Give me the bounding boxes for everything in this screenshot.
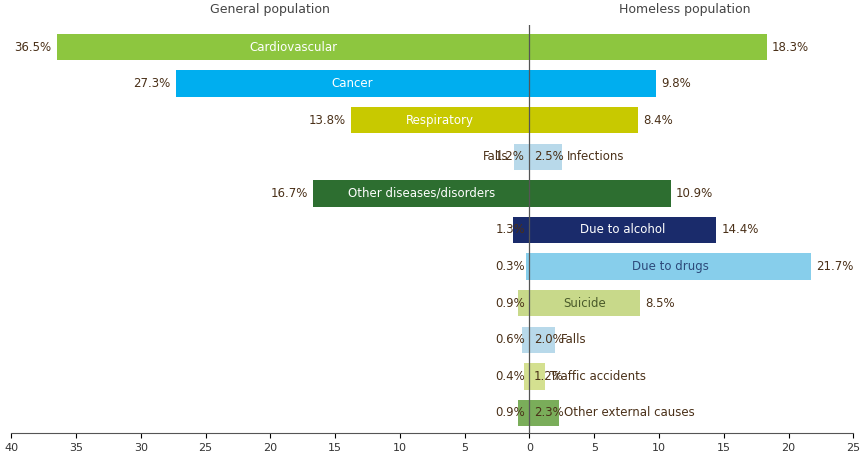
Text: 8.5%: 8.5% — [644, 297, 675, 310]
Text: Suicide: Suicide — [563, 297, 606, 310]
Bar — [518, 400, 529, 426]
Text: 1.2%: 1.2% — [534, 370, 564, 383]
Bar — [529, 327, 555, 353]
Text: 0.3%: 0.3% — [496, 260, 525, 273]
Text: General population: General population — [210, 3, 330, 16]
Text: 10.9%: 10.9% — [676, 187, 713, 200]
Text: Falls: Falls — [484, 150, 509, 163]
Text: Falls: Falls — [561, 333, 586, 346]
Bar — [529, 217, 716, 243]
Text: 2.5%: 2.5% — [534, 150, 564, 163]
Text: 0.9%: 0.9% — [495, 406, 525, 420]
Text: 13.8%: 13.8% — [308, 114, 345, 127]
Bar — [529, 254, 811, 280]
Bar — [529, 363, 545, 389]
Bar — [529, 143, 562, 170]
Bar — [524, 363, 529, 389]
Text: 0.6%: 0.6% — [495, 333, 525, 346]
Bar — [513, 217, 529, 243]
Text: 16.7%: 16.7% — [271, 187, 308, 200]
Text: Cardiovascular: Cardiovascular — [249, 41, 337, 53]
Bar — [56, 34, 529, 60]
Text: Due to drugs: Due to drugs — [631, 260, 708, 273]
Text: 14.4%: 14.4% — [721, 223, 759, 237]
Bar — [529, 400, 560, 426]
Text: Respiratory: Respiratory — [406, 114, 474, 127]
Text: 36.5%: 36.5% — [14, 41, 51, 53]
Bar — [518, 290, 529, 316]
Bar — [529, 107, 638, 133]
Text: Other diseases/disorders: Other diseases/disorders — [348, 187, 495, 200]
Bar — [176, 70, 529, 97]
Bar — [529, 34, 766, 60]
Text: 1.3%: 1.3% — [495, 223, 525, 237]
Text: 9.8%: 9.8% — [662, 77, 691, 90]
Bar — [529, 180, 670, 207]
Bar — [313, 180, 529, 207]
Text: 21.7%: 21.7% — [816, 260, 853, 273]
Text: Other external causes: Other external causes — [565, 406, 695, 420]
Bar — [526, 254, 529, 280]
Text: 18.3%: 18.3% — [772, 41, 809, 53]
Text: 1.2%: 1.2% — [495, 150, 525, 163]
Bar — [522, 327, 529, 353]
Text: Infections: Infections — [567, 150, 625, 163]
Text: 2.0%: 2.0% — [534, 333, 564, 346]
Bar — [529, 70, 657, 97]
Text: 8.4%: 8.4% — [644, 114, 673, 127]
Text: Homeless population: Homeless population — [619, 3, 751, 16]
Bar — [350, 107, 529, 133]
Text: 27.3%: 27.3% — [133, 77, 170, 90]
Text: 0.4%: 0.4% — [495, 370, 525, 383]
Bar — [514, 143, 529, 170]
Text: 0.9%: 0.9% — [495, 297, 525, 310]
Bar — [529, 290, 639, 316]
Text: Due to alcohol: Due to alcohol — [580, 223, 665, 237]
Text: 2.3%: 2.3% — [534, 406, 564, 420]
Text: Traffic accidents: Traffic accidents — [550, 370, 646, 383]
Text: Cancer: Cancer — [332, 77, 374, 90]
